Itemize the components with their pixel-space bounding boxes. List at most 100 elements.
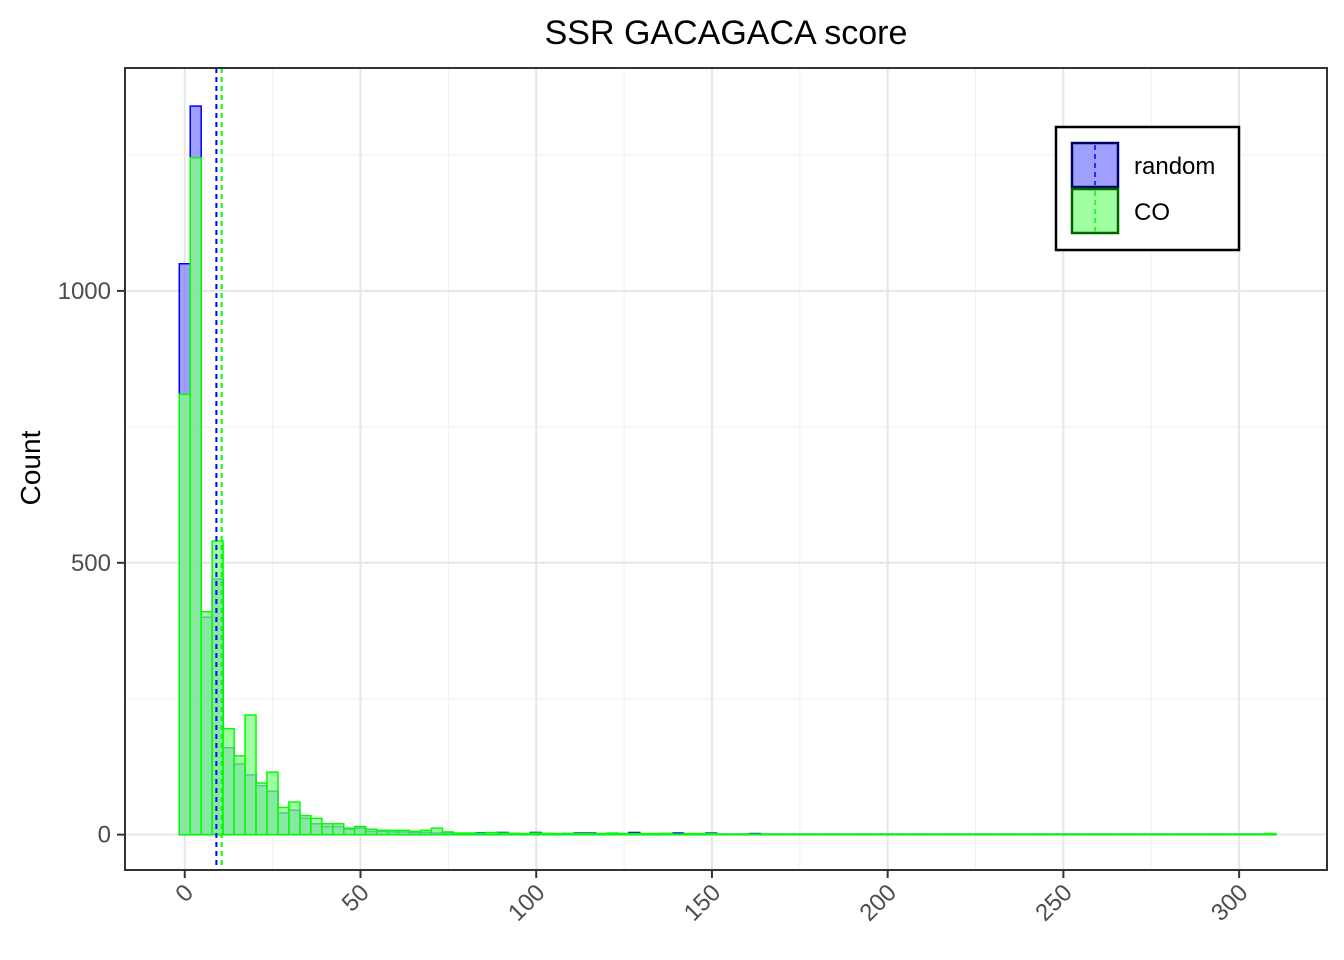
histogram-bar-CO xyxy=(1088,833,1102,836)
histogram-bar-CO xyxy=(628,832,641,836)
histogram-bar-CO xyxy=(1264,832,1277,836)
histogram-bar-CO xyxy=(233,755,246,836)
histogram-bar-CO xyxy=(178,393,191,836)
histogram-bar-CO xyxy=(386,829,400,836)
mean-lines xyxy=(215,68,223,870)
histogram-bar-CO xyxy=(1198,833,1211,836)
histogram-bar-CO xyxy=(255,782,268,836)
histogram-bar-CO xyxy=(1231,833,1244,836)
histogram-bar-CO xyxy=(693,832,707,836)
histogram-bar-CO xyxy=(496,832,509,836)
histogram-bar-CO xyxy=(211,540,224,836)
histogram-bar-CO xyxy=(364,828,378,836)
histogram-bar-CO xyxy=(1187,833,1200,836)
histogram-bar-CO xyxy=(1044,833,1058,836)
histogram-bar-CO xyxy=(463,832,477,836)
histogram-bar-CO xyxy=(266,771,279,836)
histogram-bar-CO xyxy=(1055,833,1069,836)
histogram-bar-CO xyxy=(529,832,542,836)
chart-title: SSR GACAGACA score xyxy=(545,14,908,52)
histogram-bar-CO xyxy=(715,833,729,836)
histogram-bar-CO xyxy=(946,833,959,836)
histogram-bar-CO xyxy=(682,832,696,836)
histogram-bar-CO xyxy=(1220,833,1233,836)
histogram-bar-CO xyxy=(430,827,444,836)
histogram-bar-CO xyxy=(1011,833,1025,836)
histogram-bar-CO xyxy=(759,833,773,836)
x-tick-label: 250 xyxy=(1030,879,1077,926)
histogram-bar-CO xyxy=(244,714,257,836)
histogram-bar-CO xyxy=(968,833,981,836)
histogram-bar-CO xyxy=(1176,833,1189,836)
x-tick-label: 150 xyxy=(679,879,726,926)
histogram-bar-CO xyxy=(551,832,564,836)
histogram-bar-CO xyxy=(310,817,323,836)
histogram-bar-CO xyxy=(989,833,1003,836)
histogram-bar-CO xyxy=(869,833,882,836)
histogram-bar-CO xyxy=(353,825,367,836)
histogram-bar-CO xyxy=(485,831,499,836)
histogram-bar-CO xyxy=(748,833,762,836)
histogram-bar-CO xyxy=(650,832,663,836)
x-tick-label: 200 xyxy=(855,879,902,926)
histogram-bar-CO xyxy=(924,833,937,836)
histogram-bar-CO xyxy=(825,833,838,836)
histogram-bar-CO xyxy=(1066,833,1080,836)
histogram-bar-CO xyxy=(332,823,345,836)
x-tick-label: 100 xyxy=(503,879,550,926)
histogram-bar-CO xyxy=(1000,833,1014,836)
histogram-bar-CO xyxy=(792,833,806,836)
histogram-bar-CO xyxy=(474,832,488,836)
histogram-bar-CO xyxy=(836,833,849,836)
histogram-bar-CO xyxy=(858,833,871,836)
y-tick-label: 0 xyxy=(98,822,111,849)
histogram-bar-CO xyxy=(781,833,795,836)
histogram-bar-CO xyxy=(803,833,817,836)
histogram-bar-CO xyxy=(419,829,433,836)
histogram-bar-CO xyxy=(814,833,827,836)
y-axis-title: Count xyxy=(15,430,46,505)
histogram-bar-CO xyxy=(913,833,926,836)
histogram-bar-CO xyxy=(880,833,893,836)
histogram-bar-CO xyxy=(639,832,652,836)
x-tick-label: 300 xyxy=(1206,879,1253,926)
histogram-bar-CO xyxy=(737,833,751,836)
histogram-bar-CO xyxy=(617,832,630,836)
histogram-bar-CO xyxy=(891,833,904,836)
plot-panel-border xyxy=(124,67,1328,871)
histogram-bar-CO xyxy=(375,829,389,836)
histogram-bars xyxy=(178,105,1277,836)
histogram-bar-CO xyxy=(606,832,619,836)
histogram-bar-CO xyxy=(408,830,422,836)
x-tick-label: 50 xyxy=(337,879,375,917)
histogram-bar-CO xyxy=(1022,833,1036,836)
y-tick-label: 1000 xyxy=(58,278,111,305)
histogram-bar-CO xyxy=(847,833,860,836)
histogram-bar-CO xyxy=(704,832,718,836)
histogram-bar-CO xyxy=(661,832,674,836)
histogram-bar-CO xyxy=(1110,833,1124,836)
legend: random CO xyxy=(1054,125,1241,252)
histogram-bar-CO xyxy=(518,832,531,836)
histogram-bar-CO xyxy=(584,832,597,836)
histogram-bar-CO xyxy=(441,831,455,836)
histogram-bar-CO xyxy=(288,801,301,836)
histogram-bar-CO xyxy=(321,823,334,836)
histogram-bar-CO xyxy=(1242,833,1255,836)
histogram-bar-CO xyxy=(342,827,356,836)
histogram-bar-CO xyxy=(979,833,992,836)
histogram-bar-CO xyxy=(1253,833,1266,836)
histogram-bar-CO xyxy=(277,806,290,836)
series-CO xyxy=(178,156,1277,836)
histogram-bar-CO xyxy=(726,833,740,836)
histogram-bar-CO xyxy=(1143,833,1156,836)
histogram-bar-CO xyxy=(595,832,608,836)
legend-label-CO: CO xyxy=(1134,199,1170,226)
histogram-bar-CO xyxy=(957,833,970,836)
histogram-bar-CO xyxy=(540,832,553,836)
histogram-bar-CO xyxy=(562,832,575,836)
histogram-bar-CO xyxy=(1132,833,1145,836)
histogram-bar-CO xyxy=(200,610,213,836)
histogram-bar-CO xyxy=(1165,833,1178,836)
